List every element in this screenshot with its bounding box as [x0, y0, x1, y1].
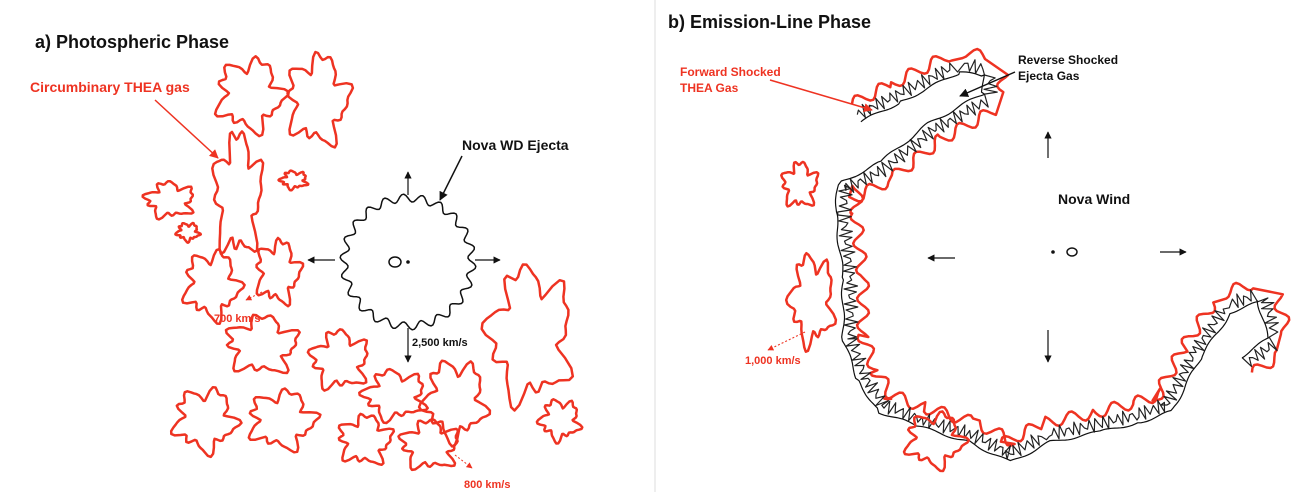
- label: Nova WD Ejecta: [462, 137, 569, 153]
- arrow: [439, 155, 463, 201]
- thea-cloud: [784, 251, 838, 353]
- label: Ejecta Gas: [1018, 69, 1080, 83]
- thea-cloud: [224, 313, 301, 375]
- thea-cloud: [255, 236, 305, 308]
- arrow: [769, 79, 873, 113]
- thea-cloud: [306, 328, 369, 392]
- thea-cloud: [213, 55, 290, 138]
- thea-cloud: [337, 412, 396, 467]
- star: [406, 260, 410, 264]
- star: [1066, 247, 1078, 257]
- label: Circumbinary THEA gas: [30, 79, 190, 95]
- thea-cloud: [141, 179, 195, 221]
- thea-cloud: [480, 263, 575, 412]
- label: Forward Shocked: [680, 65, 781, 79]
- thea-cloud: [780, 160, 820, 208]
- thea-cloud: [535, 398, 584, 445]
- wind-boundary: [834, 71, 1270, 462]
- label: 2,500 km/s: [412, 337, 468, 349]
- star: [1051, 250, 1055, 254]
- arrow: [245, 291, 263, 301]
- thea-cloud: [277, 169, 310, 192]
- shapes: [141, 47, 1291, 473]
- thea-cloud: [174, 221, 203, 244]
- thea-cloud: [211, 130, 265, 256]
- label: THEA Gas: [680, 81, 739, 95]
- arrow: [454, 454, 473, 469]
- thea-cloud: [286, 50, 355, 149]
- thea-cloud: [358, 367, 429, 425]
- thea-cloud: [180, 247, 246, 325]
- label: Reverse Shocked: [1018, 53, 1118, 67]
- arrow: [767, 331, 806, 351]
- label: 1,000 km/s: [745, 355, 801, 367]
- panel-title: b) Emission-Line Phase: [668, 12, 871, 32]
- reverse-shock: [837, 59, 1279, 460]
- label: Nova Wind: [1058, 191, 1130, 207]
- label: 700 km/s: [214, 313, 260, 325]
- arrow: [154, 99, 219, 159]
- ejecta-shell: [339, 193, 477, 331]
- thea-cloud: [417, 359, 492, 448]
- label: 800 km/s: [464, 479, 510, 491]
- thea-cloud: [902, 410, 971, 473]
- panel-title: a) Photospheric Phase: [35, 32, 229, 52]
- forward-shock: [848, 47, 1291, 447]
- thea-cloud: [397, 417, 460, 472]
- thea-cloud: [247, 387, 322, 454]
- thea-cloud: [169, 385, 243, 459]
- arrow: [959, 71, 1016, 97]
- star: [388, 256, 402, 268]
